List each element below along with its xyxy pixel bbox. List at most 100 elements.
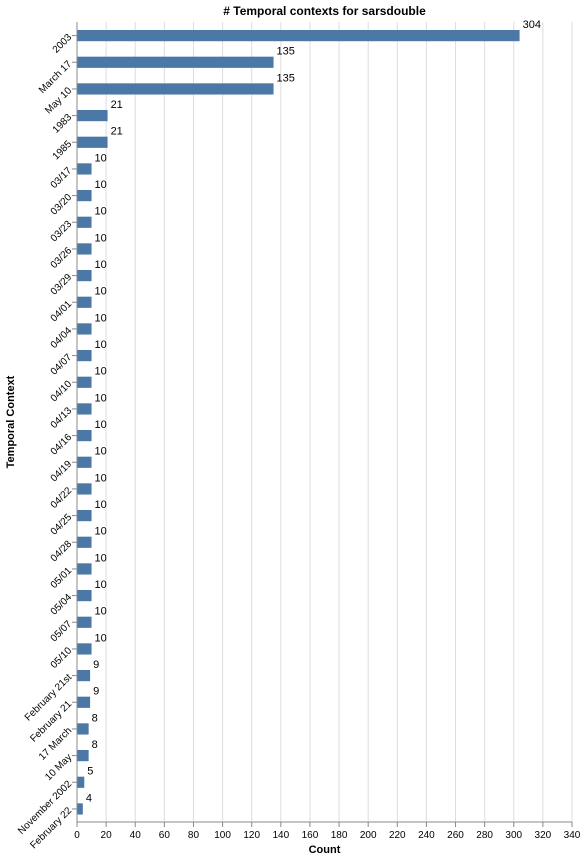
- bar[interactable]: [77, 563, 92, 575]
- bar[interactable]: [77, 723, 89, 735]
- data-label: 10: [95, 526, 107, 538]
- bar[interactable]: [77, 110, 108, 122]
- data-label: 10: [95, 499, 107, 511]
- x-tick-label: 140: [272, 830, 289, 841]
- y-tick-label: 05/04: [49, 592, 75, 618]
- x-tick-label: 280: [476, 830, 493, 841]
- data-label: 10: [95, 286, 107, 298]
- y-tick-label: 04/16: [49, 432, 75, 458]
- x-tick-label: 320: [535, 830, 552, 841]
- data-label: 135: [277, 72, 295, 84]
- y-tick-label: 2003: [51, 32, 75, 56]
- bar[interactable]: [77, 750, 89, 762]
- data-label: 10: [95, 366, 107, 378]
- y-tick-label: 03/17: [49, 165, 75, 191]
- bar[interactable]: [77, 323, 92, 335]
- bar[interactable]: [77, 590, 92, 602]
- bar[interactable]: [77, 430, 92, 442]
- data-label: 21: [111, 126, 123, 138]
- data-label: 10: [95, 606, 107, 618]
- y-tick-label: 05/10: [49, 645, 75, 671]
- bar[interactable]: [77, 270, 92, 282]
- bar[interactable]: [77, 296, 92, 308]
- data-label: 10: [95, 259, 107, 271]
- bar[interactable]: [77, 670, 91, 682]
- x-tick-label: 100: [214, 830, 231, 841]
- bar[interactable]: [77, 190, 92, 202]
- data-label: 9: [93, 686, 99, 698]
- data-label: 10: [95, 446, 107, 458]
- bar[interactable]: [77, 163, 92, 175]
- y-tick-label: 1983: [51, 112, 75, 136]
- bars: [77, 30, 520, 815]
- data-label: 10: [95, 179, 107, 191]
- bar[interactable]: [77, 643, 92, 655]
- data-label: 304: [523, 19, 541, 31]
- data-label: 10: [95, 152, 107, 164]
- bar[interactable]: [77, 243, 92, 255]
- data-label: 10: [95, 632, 107, 644]
- data-label: 135: [277, 46, 295, 58]
- data-label: 10: [95, 392, 107, 404]
- chart-title: # Temporal contexts for sarsdouble: [223, 4, 426, 18]
- data-label: 10: [95, 339, 107, 351]
- y-tick-label: 1985: [51, 138, 75, 162]
- data-label: 10: [95, 232, 107, 244]
- data-label: 8: [92, 739, 98, 751]
- bar[interactable]: [77, 83, 274, 95]
- bar[interactable]: [77, 403, 92, 415]
- y-tick-label: 04/13: [49, 405, 75, 431]
- data-label: 10: [95, 419, 107, 431]
- y-tick-label: 04/28: [49, 538, 75, 564]
- x-tick-label: 80: [188, 830, 200, 841]
- data-label: 10: [95, 579, 107, 591]
- x-tick-label: 160: [302, 830, 319, 841]
- data-label: 10: [95, 206, 107, 218]
- y-tick-label: 04/01: [49, 298, 75, 324]
- x-tick-label: 200: [360, 830, 377, 841]
- x-tick-label: 260: [447, 830, 464, 841]
- bar[interactable]: [77, 136, 108, 148]
- data-label: 4: [86, 792, 92, 804]
- x-tick-label: 60: [159, 830, 171, 841]
- y-tick-label: 05/07: [49, 618, 75, 644]
- x-tick-label: 0: [74, 830, 80, 841]
- y-axis-title: Temporal Context: [5, 375, 17, 468]
- bar[interactable]: [77, 776, 85, 788]
- data-labels: 304 135 135 21 21 10 10 10 10 10 10 10 10 10 10 10 10 10 1…: [86, 19, 541, 804]
- x-tick-label: 240: [418, 830, 435, 841]
- x-tick-label: 40: [130, 830, 142, 841]
- y-tick-label: 03/23: [49, 218, 75, 244]
- bar[interactable]: [77, 456, 92, 468]
- bar[interactable]: [77, 216, 92, 228]
- y-tick-label: 04/04: [49, 325, 75, 351]
- data-label: 21: [111, 99, 123, 111]
- bar[interactable]: [77, 30, 520, 42]
- bar[interactable]: [77, 616, 92, 628]
- data-label: 10: [95, 472, 107, 484]
- bar[interactable]: [77, 483, 92, 495]
- x-tick-label: 120: [243, 830, 260, 841]
- bar[interactable]: [77, 350, 92, 362]
- data-label: 10: [95, 552, 107, 564]
- y-tick-label: 03/29: [49, 272, 75, 298]
- bar[interactable]: [77, 376, 92, 388]
- bar[interactable]: [77, 803, 83, 815]
- x-tick-label: 20: [101, 830, 113, 841]
- bar[interactable]: [77, 696, 91, 708]
- y-tick-label: 04/10: [49, 378, 75, 404]
- bar[interactable]: [77, 536, 92, 548]
- y-tick-label: 03/20: [49, 192, 75, 218]
- x-axis-title: Count: [309, 844, 341, 856]
- bar[interactable]: [77, 510, 92, 522]
- data-label: 10: [95, 312, 107, 324]
- data-label: 8: [92, 712, 98, 724]
- y-tick-label: 04/22: [49, 485, 75, 511]
- bar[interactable]: [77, 56, 274, 68]
- x-tick-label: 340: [564, 830, 581, 841]
- grid-lines: [76, 22, 573, 822]
- data-label: 9: [93, 659, 99, 671]
